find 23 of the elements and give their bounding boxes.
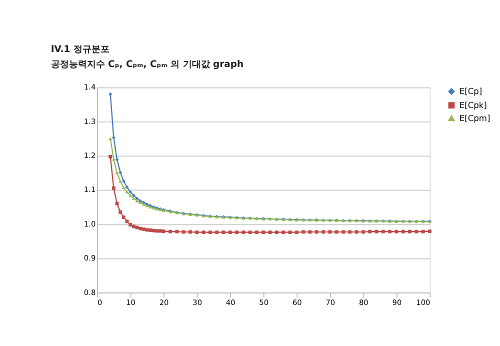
y-tick-label: 1.3: [84, 116, 96, 126]
y-tick-label: 1.2: [84, 150, 96, 160]
x-tick-label: 50: [259, 298, 269, 307]
y-tick-label: 0.9: [84, 254, 96, 263]
x-tick-label: 10: [126, 298, 136, 307]
x-tick-label: 70: [326, 298, 336, 307]
chart-title: IV.1 정규분포: [50, 44, 110, 56]
y-tick-label: 1.1: [84, 185, 96, 194]
x-tick-label: 60: [292, 298, 302, 307]
legend-label: E[Cpk]: [459, 100, 487, 110]
y-tick-label: 1.4: [84, 82, 96, 92]
x-tick-label: 40: [226, 298, 236, 307]
y-tick-label: 0.8: [84, 288, 96, 297]
x-tick-label: 30: [192, 298, 202, 307]
x-tick-label: 90: [392, 298, 402, 307]
legend-label: E[Cp]: [459, 86, 482, 96]
legend-label: E[Cpm]: [459, 113, 490, 124]
x-tick-label: 20: [159, 298, 170, 307]
chart-subtitle: 공정능력지수 Cₚ, Cₚₘ, Cₚₘ 의 기대값 graph: [50, 58, 244, 70]
y-tick-label: 1.0: [84, 219, 96, 228]
x-tick-label: 0: [98, 298, 103, 307]
x-tick-label: 80: [358, 298, 369, 307]
x-tick-label: 100: [416, 298, 431, 307]
